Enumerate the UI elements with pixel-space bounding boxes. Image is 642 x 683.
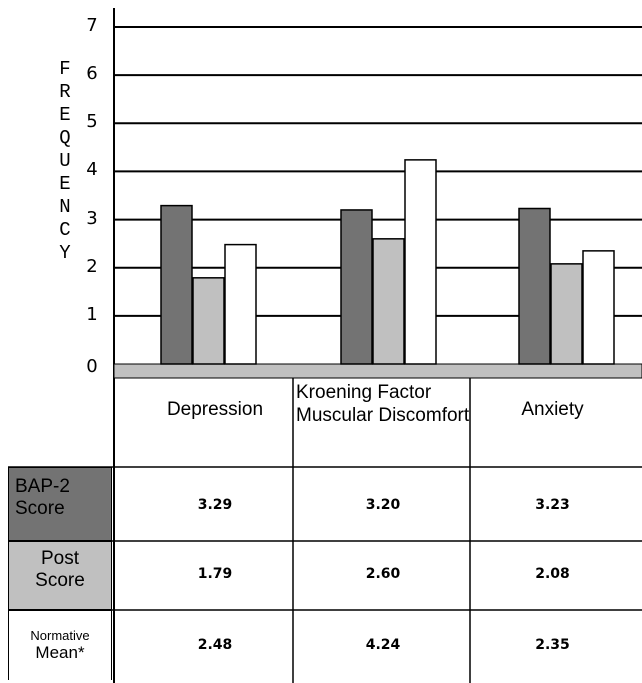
cell-post-depression: 1.79 [197, 566, 233, 582]
bar-normative-anxiety [582, 250, 615, 365]
bar-post-depression [192, 277, 225, 365]
row-header-normative-line1: Normative [30, 628, 90, 643]
y-axis-label-letter-3: Q [59, 127, 71, 149]
row-header-bap2-line2: Score [15, 498, 65, 519]
y-axis-label-letter-7: C [59, 219, 71, 241]
category-label-depression: Depression [166, 399, 264, 420]
y-axis-label-letter-5: E [59, 173, 71, 195]
bar-post-kroening [372, 238, 405, 365]
row-header-post-line2: Score [35, 570, 85, 591]
bar-bap2-anxiety [518, 207, 551, 365]
bar-normative-depression [224, 243, 257, 365]
cell-post-anxiety: 2.08 [535, 566, 570, 582]
row-header-bap2-line1: BAP-2 [15, 476, 70, 497]
y-tick-label-2: 2 [86, 255, 98, 277]
y-axis-label-letter-4: U [59, 150, 71, 172]
baseline-floor [113, 363, 642, 379]
category-label-kroening: Kroening Factor Muscular Discomfort [296, 382, 470, 426]
y-tick-label-1: 1 [86, 303, 98, 325]
y-tick-label-3: 3 [86, 207, 98, 229]
row-header-post: Post Score [8, 541, 112, 610]
y-tick-label-6: 6 [86, 63, 98, 85]
cell-normative-depression: 2.48 [197, 637, 233, 653]
row-header-bap2: BAP-2 Score [8, 467, 112, 541]
bar-bap2-depression [160, 204, 193, 365]
y-tick-label-5: 5 [86, 111, 98, 133]
bar-post-anxiety [550, 263, 583, 365]
y-axis-label-letter-6: N [59, 196, 71, 218]
bar-normative-kroening [404, 159, 437, 365]
cell-normative-kroening: 4.24 [365, 637, 401, 653]
category-label-anxiety: Anxiety [521, 399, 584, 420]
row-header-normative: Normative Mean* [8, 610, 112, 680]
row-header-normative-line2: Mean* [35, 643, 85, 662]
bar-bap2-kroening [340, 209, 373, 365]
y-axis-label-letter-1: R [59, 81, 71, 103]
cell-bap2-kroening: 3.20 [365, 497, 401, 513]
y-tick-label-0: 0 [86, 356, 98, 377]
cell-bap2-depression: 3.29 [197, 497, 233, 513]
y-tick-label-4: 4 [86, 159, 98, 181]
y-axis-label-letter-8: Y [59, 242, 71, 264]
row-header-post-line1: Post [40, 548, 80, 569]
cell-normative-anxiety: 2.35 [535, 637, 570, 653]
y-tick-label-7: 7 [86, 15, 98, 36]
y-axis-label-letter-2: E [59, 104, 71, 126]
y-axis-label-letter-0: F [59, 58, 71, 80]
cell-bap2-anxiety: 3.23 [535, 497, 570, 513]
cell-post-kroening: 2.60 [365, 566, 401, 582]
